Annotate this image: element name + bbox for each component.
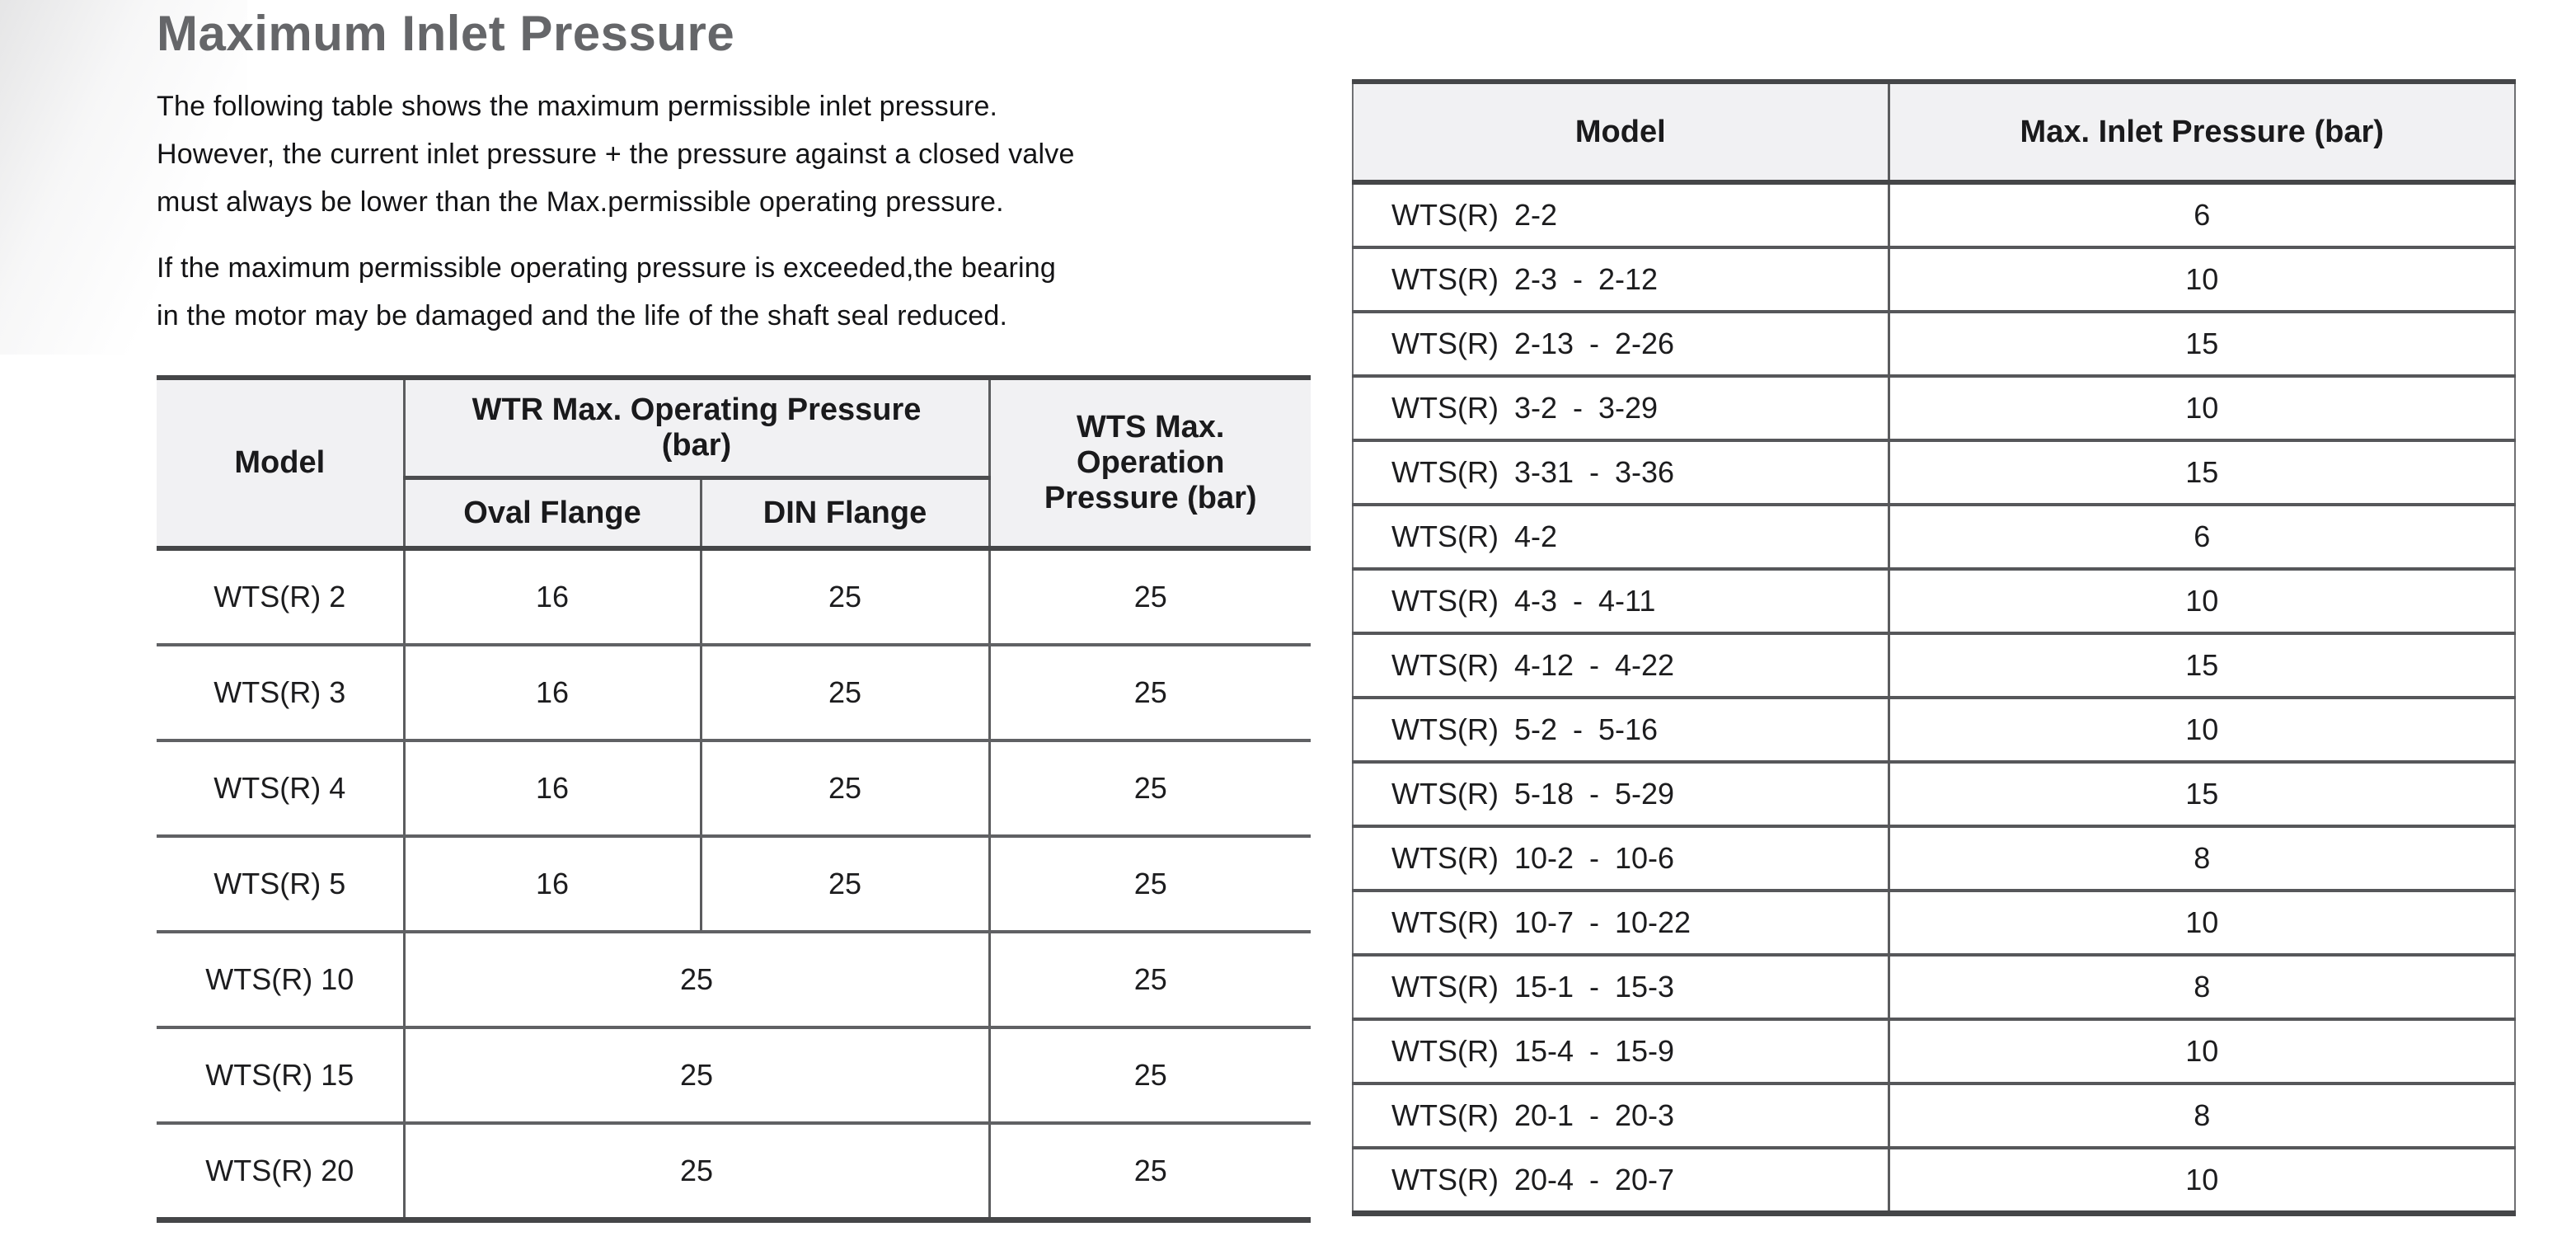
table-row: WTS(R) 15 25 25 [157, 1027, 1311, 1125]
din-flange-value-cell: 25 [701, 548, 991, 646]
inlet-pressure-value-cell: 15 [1889, 440, 2515, 506]
model-cell: WTS(R) 5 [157, 836, 406, 933]
model-cell: WTS(R) 10-7 - 10-22 [1353, 891, 1890, 957]
table-row: WTS(R) 4-2 6 [1353, 505, 2515, 571]
table-row: WTS(R) 4-12 - 4-22 15 [1353, 633, 2515, 699]
model-cell: WTS(R) 2-13 - 2-26 [1353, 312, 1890, 378]
operating-pressure-table-header: Model WTR Max. Operating Pressure (bar) … [157, 378, 1311, 551]
wts-pressure-value-cell: 25 [989, 932, 1311, 1029]
table-row: WTS(R) 3 16 25 25 [157, 645, 1311, 742]
table-row: WTS(R) 20-4 - 20-7 10 [1353, 1148, 2515, 1214]
oval-flange-value-cell: 16 [404, 836, 702, 933]
model-cell: WTS(R) 4 [157, 740, 406, 838]
table-row: WTS(R) 2-2 6 [1353, 182, 2515, 249]
wts-pressure-value-cell: 25 [989, 1027, 1311, 1125]
wts-pressure-value-cell: 25 [989, 645, 1311, 742]
inlet-pressure-value-cell: 10 [1889, 1148, 2515, 1214]
operating-pressure-table-body: WTS(R) 2 16 25 25 WTS(R) 3 16 25 25 WTS(R) 4 16 25… [157, 548, 1311, 1220]
column-header-wtr-group: WTR Max. Operating Pressure (bar) [404, 378, 991, 480]
inlet-pressure-table-header: Model Max. Inlet Pressure (bar) [1353, 82, 2515, 185]
column-header-model: Model [157, 378, 406, 551]
model-cell: WTS(R) 4-3 - 4-11 [1353, 569, 1890, 635]
table-row: WTS(R) 5-2 - 5-16 10 [1353, 698, 2515, 764]
model-cell: WTS(R) 3-31 - 3-36 [1353, 440, 1890, 506]
table-row: WTS(R) 4-3 - 4-11 10 [1353, 569, 2515, 635]
inlet-pressure-value-cell: 15 [1889, 312, 2515, 378]
table-row: WTS(R) 3-2 - 3-29 10 [1353, 376, 2515, 442]
inlet-pressure-value-cell: 10 [1889, 376, 2515, 442]
model-cell: WTS(R) 20-1 - 20-3 [1353, 1083, 1890, 1149]
model-cell: WTS(R) 20 [157, 1123, 406, 1220]
wts-pressure-value-cell: 25 [989, 548, 1311, 646]
model-cell: WTS(R) 2-3 - 2-12 [1353, 247, 1890, 313]
column-header-wts: WTS Max. Operation Pressure (bar) [989, 378, 1311, 551]
table-row: WTS(R) 3-31 - 3-36 15 [1353, 440, 2515, 506]
inlet-pressure-value-cell: 6 [1889, 182, 2515, 249]
table-row: WTS(R) 2-13 - 2-26 15 [1353, 312, 2515, 378]
table-row: WTS(R) 5-18 - 5-29 15 [1353, 762, 2515, 828]
page-title: Maximum Inlet Pressure [157, 6, 735, 61]
model-cell: WTS(R) 10 [157, 932, 406, 1029]
merged-flange-value-cell: 25 [404, 1027, 991, 1125]
table-row: WTS(R) 10-7 - 10-22 10 [1353, 891, 2515, 957]
model-cell: WTS(R) 5-18 - 5-29 [1353, 762, 1890, 828]
oval-flange-value-cell: 16 [404, 645, 702, 742]
column-header-oval-flange: Oval Flange [404, 477, 702, 551]
inlet-pressure-value-cell: 8 [1889, 826, 2515, 892]
inlet-pressure-table-body: WTS(R) 2-2 6 WTS(R) 2-3 - 2-12 10 WTS(R) 2-1… [1353, 182, 2515, 1214]
inlet-pressure-value-cell: 8 [1889, 955, 2515, 1021]
model-cell: WTS(R) 2-2 [1353, 182, 1890, 249]
column-header-max-inlet-pressure: Max. Inlet Pressure (bar) [1889, 82, 2515, 185]
model-cell: WTS(R) 3 [157, 645, 406, 742]
table-row: WTS(R) 15-4 - 15-9 10 [1353, 1019, 2515, 1085]
merged-flange-value-cell: 25 [404, 1123, 991, 1220]
model-cell: WTS(R) 10-2 - 10-6 [1353, 826, 1890, 892]
model-cell: WTS(R) 4-2 [1353, 505, 1890, 571]
inlet-pressure-value-cell: 6 [1889, 505, 2515, 571]
table-row: WTS(R) 10 25 25 [157, 932, 1311, 1029]
inlet-pressure-value-cell: 10 [1889, 1019, 2515, 1085]
table-row: WTS(R) 2-3 - 2-12 10 [1353, 247, 2515, 313]
inlet-pressure-value-cell: 8 [1889, 1083, 2515, 1149]
inlet-pressure-table: Model Max. Inlet Pressure (bar) WTS(R) 2… [1352, 79, 2516, 1216]
inlet-pressure-value-cell: 10 [1889, 698, 2515, 764]
inlet-pressure-value-cell: 10 [1889, 569, 2515, 635]
wts-pressure-value-cell: 25 [989, 740, 1311, 838]
inlet-pressure-value-cell: 15 [1889, 633, 2515, 699]
din-flange-value-cell: 25 [701, 740, 991, 838]
warning-paragraph: If the maximum permissible operating pre… [157, 252, 1057, 331]
model-cell: WTS(R) 20-4 - 20-7 [1353, 1148, 1890, 1214]
column-header-din-flange: DIN Flange [701, 477, 991, 551]
table-row: WTS(R) 10-2 - 10-6 8 [1353, 826, 2515, 892]
inlet-pressure-value-cell: 15 [1889, 762, 2515, 828]
column-header-model: Model [1353, 82, 1890, 185]
model-cell: WTS(R) 2 [157, 548, 406, 646]
table-row: WTS(R) 2 16 25 25 [157, 548, 1311, 646]
oval-flange-value-cell: 16 [404, 548, 702, 646]
table-row: WTS(R) 4 16 25 25 [157, 740, 1311, 838]
table-row: WTS(R) 20-1 - 20-3 8 [1353, 1083, 2515, 1149]
model-cell: WTS(R) 15-1 - 15-3 [1353, 955, 1890, 1021]
inlet-pressure-value-cell: 10 [1889, 891, 2515, 957]
din-flange-value-cell: 25 [701, 645, 991, 742]
table-row: WTS(R) 20 25 25 [157, 1123, 1311, 1220]
din-flange-value-cell: 25 [701, 836, 991, 933]
model-cell: WTS(R) 3-2 - 3-29 [1353, 376, 1890, 442]
inlet-pressure-value-cell: 10 [1889, 247, 2515, 313]
model-cell: WTS(R) 5-2 - 5-16 [1353, 698, 1890, 764]
oval-flange-value-cell: 16 [404, 740, 702, 838]
operating-pressure-table: Model WTR Max. Operating Pressure (bar) … [157, 375, 1311, 1223]
merged-flange-value-cell: 25 [404, 932, 991, 1029]
wts-pressure-value-cell: 25 [989, 836, 1311, 933]
model-cell: WTS(R) 4-12 - 4-22 [1353, 633, 1890, 699]
table-row: WTS(R) 5 16 25 25 [157, 836, 1311, 933]
table-row: WTS(R) 15-1 - 15-3 8 [1353, 955, 2515, 1021]
intro-paragraph: The following table shows the maximum pe… [157, 91, 1075, 218]
model-cell: WTS(R) 15 [157, 1027, 406, 1125]
model-cell: WTS(R) 15-4 - 15-9 [1353, 1019, 1890, 1085]
wts-pressure-value-cell: 25 [989, 1123, 1311, 1220]
